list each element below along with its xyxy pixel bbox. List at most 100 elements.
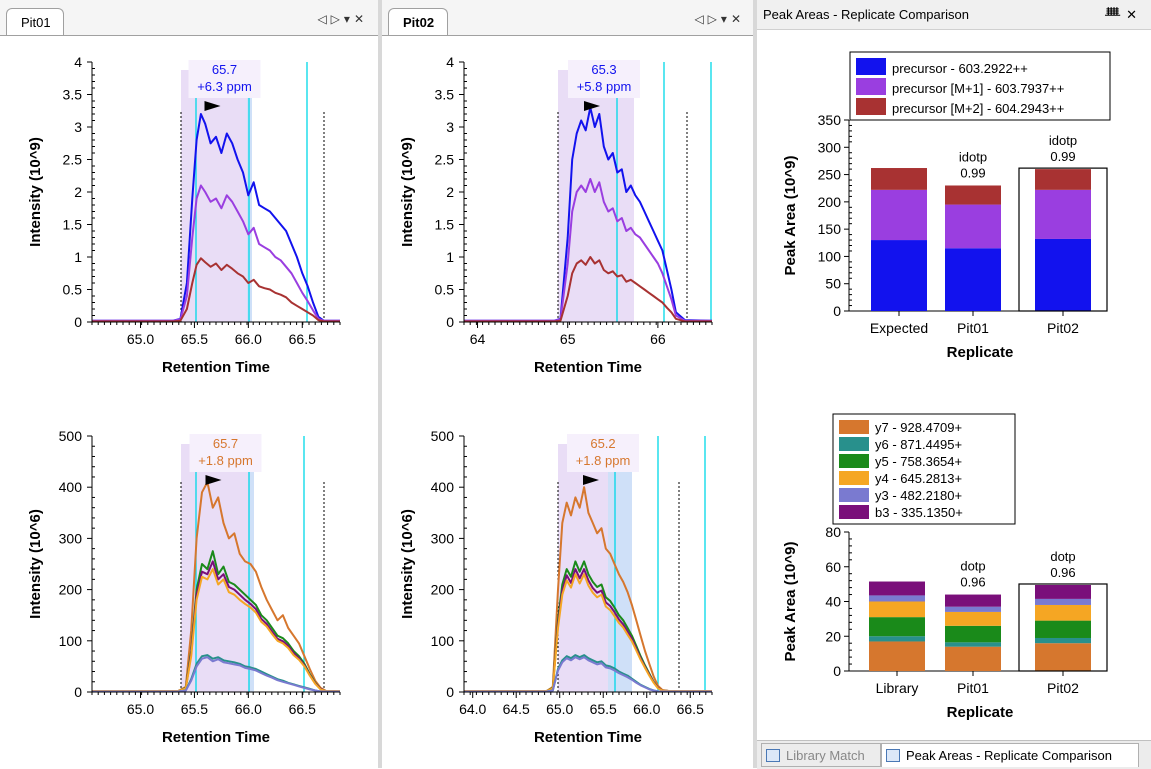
x-tick-label: 65.0	[127, 701, 154, 717]
y-tick-label: 200	[818, 194, 842, 210]
scroll-left-icon[interactable]: ◁	[317, 12, 331, 26]
y-tick-label: 1.5	[435, 217, 455, 233]
pit02-fragment-chart[interactable]: 0 100 200 300 400 500 64.0 64.5 65.0 65.5 66.0 66.5…	[382, 408, 753, 768]
dropdown-icon[interactable]: ▾	[720, 12, 731, 26]
y-tick-label: 20	[825, 628, 841, 644]
bar-label-name: dotp	[1050, 549, 1075, 564]
bar-segment-y4	[869, 601, 925, 618]
legend-swatch-precursor	[856, 58, 886, 75]
series-precursor_m2	[92, 257, 340, 323]
close-icon[interactable]: ✕	[1126, 7, 1143, 22]
legend-label-precursor: precursor - 603.2922++	[892, 61, 1028, 76]
bar-segment-precursor_m2	[871, 168, 927, 190]
y-tick-label: 100	[431, 633, 455, 649]
series-precursor	[92, 113, 340, 322]
series-precursor_m1	[92, 184, 340, 322]
x-tick-label: 64.0	[459, 701, 486, 717]
x-tick-label: 66.5	[289, 331, 316, 347]
bar-segment-precursor	[871, 240, 927, 311]
y-tick-label: 300	[431, 530, 455, 546]
legend-label-b3: b3 - 335.1350+	[875, 505, 963, 520]
scroll-right-icon[interactable]: ▷	[330, 12, 344, 26]
y-tick-label: 350	[818, 112, 842, 128]
annotation-ppm: +5.8 ppm	[577, 79, 632, 94]
precursor-peak-area-chart[interactable]: precursor - 603.2922++ precursor [M+1] - …	[757, 34, 1151, 374]
close-icon[interactable]: ✕	[730, 12, 745, 26]
dropdown-icon[interactable]: ▾	[343, 12, 354, 26]
y-tick-label: 60	[825, 559, 841, 575]
x-tick-label: 65	[560, 331, 576, 347]
legend-label-y5: y5 - 758.3654+	[875, 454, 962, 469]
series-y4	[92, 568, 340, 692]
legend-label-y4: y4 - 645.2813+	[875, 471, 962, 486]
x-axis-label: Retention Time	[534, 729, 642, 746]
scroll-left-icon[interactable]: ◁	[694, 12, 708, 26]
panel-title-bar: Peak Areas - Replicate Comparison ᚙ✕	[757, 0, 1151, 30]
series-y3	[92, 656, 340, 693]
panel-controls: ᚙ✕	[1105, 0, 1143, 30]
bar-segment-y3	[869, 595, 925, 602]
legend-label-precursor_m1: precursor [M+1] - 603.7937++	[892, 81, 1064, 96]
pin-icon[interactable]: ᚙ	[1105, 7, 1127, 22]
legend-swatch-precursor_m1	[856, 78, 886, 95]
bar-segment-precursor	[945, 248, 1001, 311]
tab-pit02[interactable]: Pit02	[388, 8, 448, 36]
tab-peak-areas[interactable]: Peak Areas - Replicate Comparison	[881, 743, 1139, 767]
pit02-precursor-chart[interactable]: 0 0.5 1 1.5 2 2.5 3 3.5 4 64 65 66 Retention Time Int…	[382, 40, 753, 390]
bar-segment-y7	[945, 646, 1001, 671]
bar-segment-y4	[1035, 604, 1091, 621]
bar-label-name: idotp	[1049, 133, 1077, 148]
bar-segment-y7	[869, 641, 925, 671]
bar-segment-y3	[945, 606, 1001, 612]
series-y3	[464, 656, 712, 693]
bar-segment-y6	[869, 636, 925, 642]
x-tick-label: 65.5	[590, 701, 617, 717]
x-tick-label: Pit01	[957, 680, 989, 696]
legend-swatch-precursor_m2	[856, 98, 886, 115]
bar-segment-b3	[869, 581, 925, 596]
legend-swatch-y6	[839, 437, 869, 451]
annotation-ppm: +6.3 ppm	[197, 79, 252, 94]
bar-segment-precursor_m1	[1035, 189, 1091, 239]
x-tick-label: 66.0	[235, 701, 262, 717]
pit01-precursor-chart[interactable]: 0 0.5 1 1.5 2 2.5 3 3.5 4 65.0 65.5 66.0 66.5 Retenti…	[0, 40, 378, 390]
y-tick-label: 100	[818, 248, 842, 264]
y-axis-label: Intensity (10^6)	[27, 509, 44, 619]
annotation-rt: 65.2	[590, 436, 615, 451]
pane-divider[interactable]	[378, 0, 382, 768]
bar-segment-y6	[1035, 637, 1091, 644]
pit01-fragment-chart[interactable]: 0 100 200 300 400 500 65.0 65.5 66.0 66.5 Retentio…	[0, 408, 378, 768]
bar-segment-precursor_m2	[1035, 169, 1091, 190]
bar-label-value: 0.99	[1050, 149, 1075, 164]
x-tick-label: 66.5	[677, 701, 704, 717]
tab-library-match[interactable]: Library Match	[761, 743, 881, 767]
pane-divider-right[interactable]	[753, 0, 757, 768]
y-tick-label: 1	[74, 249, 82, 265]
x-tick-label: 65.0	[546, 701, 573, 717]
y-tick-label: 100	[59, 633, 83, 649]
bar-segment-y5	[945, 625, 1001, 643]
annotation-bg	[188, 60, 261, 98]
bar-segment-precursor_m1	[871, 189, 927, 241]
legend-box	[849, 51, 1111, 121]
bar-segment-precursor	[1035, 238, 1091, 311]
tab-pit01[interactable]: Pit01	[6, 8, 64, 36]
bar-segment-y5	[1035, 620, 1091, 638]
legend-label-y6: y6 - 871.4495+	[875, 437, 962, 452]
legend-swatch-y7	[839, 420, 869, 434]
x-axis-label: Retention Time	[162, 729, 270, 746]
x-axis-label: Replicate	[947, 704, 1014, 721]
y-tick-label: 3	[74, 119, 82, 135]
fragment-peak-area-chart[interactable]: y7 - 928.4709+ y6 - 871.4495+ y5 - 758.365…	[757, 404, 1151, 734]
y-tick-label: 500	[431, 428, 455, 444]
y-tick-label: 2	[74, 184, 82, 200]
y-tick-label: 200	[59, 582, 83, 598]
y-tick-label: 3	[446, 119, 454, 135]
scroll-right-icon[interactable]: ▷	[707, 12, 721, 26]
y-tick-label: 50	[825, 276, 841, 292]
bar-segment-precursor_m2	[945, 185, 1001, 205]
bar-segment-y7	[1035, 643, 1091, 671]
x-tick-label: Expected	[870, 320, 928, 336]
close-icon[interactable]: ✕	[353, 12, 368, 26]
y-tick-label: 2.5	[435, 152, 455, 168]
